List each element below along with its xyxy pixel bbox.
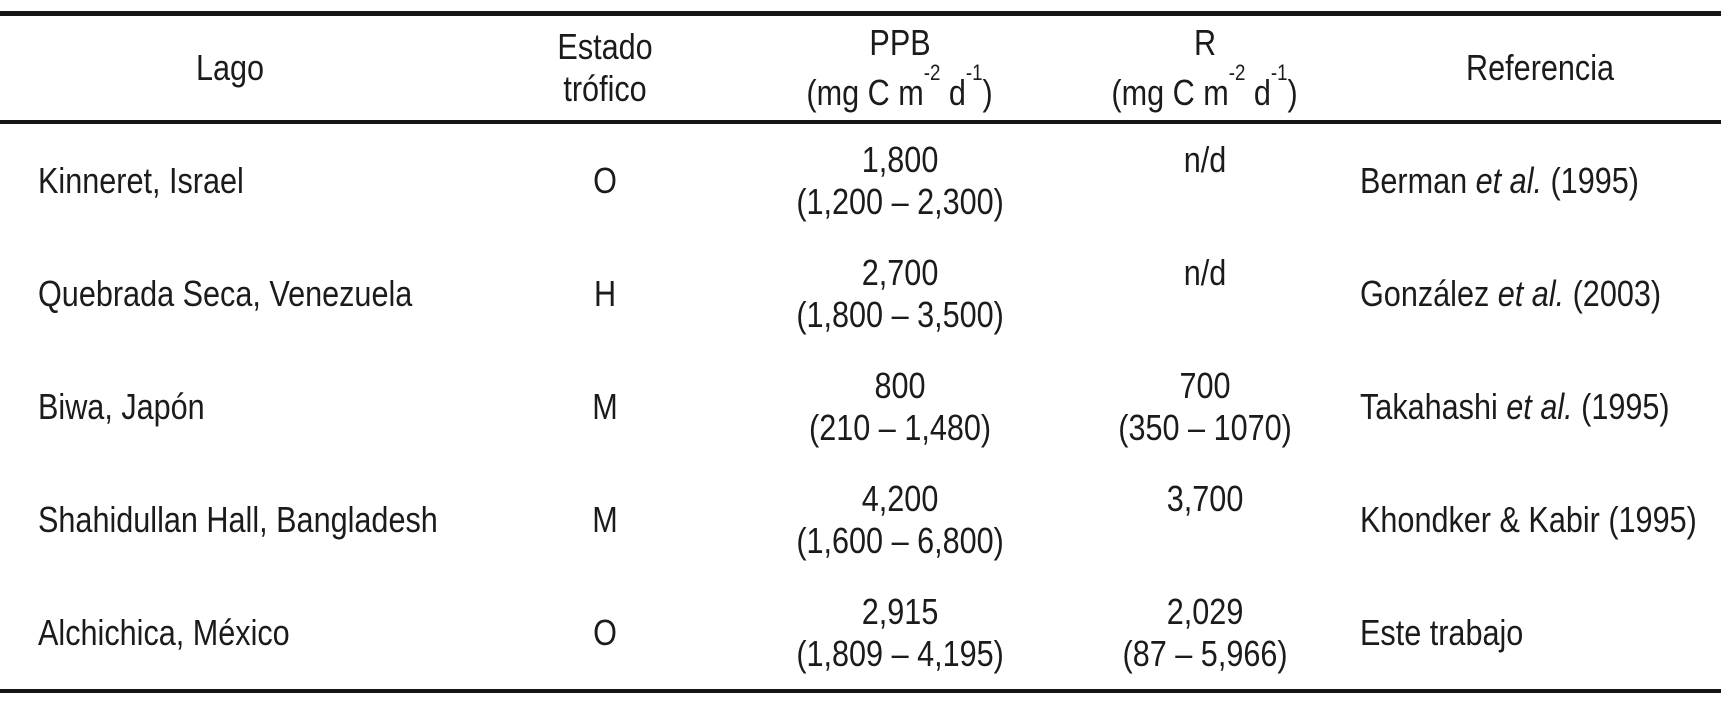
lake-name-cell: Kinneret, Israel [0,160,460,202]
r-cell: n/d [1050,139,1360,223]
col-header-ppb: PPB (mg C m-2 d-1) [750,22,1050,114]
unit-text: ) [982,72,994,113]
ppb-header-title: PPB [869,22,931,63]
estado-header-line2: trófico [563,68,647,109]
col-header-r: R (mg C m-2 d-1) [1050,22,1360,114]
ppb-value: 800 [874,364,926,406]
reference-text: Berman [1360,159,1476,201]
reference-text: Takahashi [1360,385,1507,427]
unit-text: (mg C m [1111,72,1230,113]
table-row: Kinneret, Israel O 1,800 (1,200 – 2,300)… [0,124,1721,237]
trophic-state: M [592,385,618,427]
ppb-value: 1,800 [861,138,939,180]
trophic-state: M [592,498,618,540]
unit-text: ) [1287,72,1299,113]
ppb-value: 2,700 [861,251,939,293]
reference-cell: Berman et al. (1995) [1360,160,1721,202]
col-header-lago-label: Lago [195,47,265,88]
r-range: (350 – 1070) [1118,406,1292,448]
lake-production-comparison-table: Lago Estado trófico PPB (mg C m-2 d-1) R… [0,11,1721,693]
unit-superscript: -1 [1271,60,1288,85]
r-header-title: R [1193,22,1217,63]
col-header-referencia: Referencia [1360,47,1721,89]
ppb-header-unit: (mg C m-2 d-1) [806,60,994,114]
col-header-referencia-label: Referencia [1466,47,1615,88]
r-cell: 3,700 [1050,478,1360,562]
ppb-value: 2,915 [861,590,939,632]
lake-name: Quebrada Seca, Venezuela [38,272,413,314]
unit-text: d [940,72,967,113]
ppb-range: (1,600 – 6,800) [796,519,1004,561]
header-row: Lago Estado trófico PPB (mg C m-2 d-1) R… [0,16,1721,124]
lake-name: Shahidullan Hall, Bangladesh [38,498,438,540]
trophic-state-cell: M [460,499,750,541]
reference-text: Khondker & Kabir (1995) [1360,498,1697,540]
reference-etal: et al. [1475,159,1542,201]
reference-text: Este trabajo [1360,611,1524,653]
trophic-state: H [593,272,617,314]
trophic-state-cell: O [460,160,750,202]
table-row: Biwa, Japón M 800 (210 – 1,480) 700 (350… [0,350,1721,463]
lake-name: Biwa, Japón [38,385,205,427]
ppb-cell: 2,915 (1,809 – 4,195) [750,591,1050,675]
reference-cell: Khondker & Kabir (1995) [1360,499,1721,541]
r-cell: 2,029 (87 – 5,966) [1050,591,1360,675]
trophic-state: O [593,611,617,653]
lake-name-cell: Alchichica, México [0,612,460,654]
ppb-cell: 800 (210 – 1,480) [750,365,1050,449]
lake-name-cell: Biwa, Japón [0,386,460,428]
r-value: 3,700 [1166,477,1244,519]
trophic-state-cell: H [460,273,750,315]
ppb-cell: 2,700 (1,800 – 3,500) [750,252,1050,336]
table-row: Quebrada Seca, Venezuela H 2,700 (1,800 … [0,237,1721,350]
estado-header-line1: Estado [557,26,653,67]
col-header-estado-trofico: Estado trófico [460,26,750,110]
reference-etal: et al. [1497,272,1565,314]
trophic-state-cell: M [460,386,750,428]
trophic-state: O [593,159,617,201]
lake-name-cell: Shahidullan Hall, Bangladesh [0,499,460,541]
r-range: (87 – 5,966) [1122,632,1288,674]
lake-name: Alchichica, México [38,611,290,653]
reference-etal: et al. [1506,385,1573,427]
ppb-range: (1,200 – 2,300) [796,180,1004,222]
reference-cell: Este trabajo [1360,612,1721,654]
r-value: 2,029 [1166,590,1244,632]
r-value: n/d [1183,251,1227,293]
lake-name: Kinneret, Israel [38,159,244,201]
reference-year: (2003) [1564,272,1662,314]
ppb-value: 4,200 [861,477,939,519]
ppb-range: (1,809 – 4,195) [796,632,1004,674]
unit-text: d [1245,72,1272,113]
table-row: Shahidullan Hall, Bangladesh M 4,200 (1,… [0,463,1721,576]
r-value: 700 [1179,364,1231,406]
unit-superscript: -2 [1229,60,1246,85]
ppb-cell: 1,800 (1,200 – 2,300) [750,139,1050,223]
r-header-unit: (mg C m-2 d-1) [1111,60,1299,114]
unit-text: (mg C m [806,72,925,113]
reference-year: (1995) [1541,159,1639,201]
ppb-range: (210 – 1,480) [808,406,992,448]
r-cell: 700 (350 – 1070) [1050,365,1360,449]
col-header-lago: Lago [0,47,460,89]
reference-cell: Takahashi et al. (1995) [1360,386,1721,428]
reference-cell: González et al. (2003) [1360,273,1721,315]
unit-superscript: -2 [924,60,941,85]
trophic-state-cell: O [460,612,750,654]
unit-superscript: -1 [966,60,983,85]
r-value: n/d [1183,138,1227,180]
lake-name-cell: Quebrada Seca, Venezuela [0,273,460,315]
reference-text: González [1360,272,1498,314]
reference-year: (1995) [1572,385,1670,427]
r-cell: n/d [1050,252,1360,336]
table-row: Alchichica, México O 2,915 (1,809 – 4,19… [0,576,1721,689]
ppb-cell: 4,200 (1,600 – 6,800) [750,478,1050,562]
ppb-range: (1,800 – 3,500) [796,293,1004,335]
